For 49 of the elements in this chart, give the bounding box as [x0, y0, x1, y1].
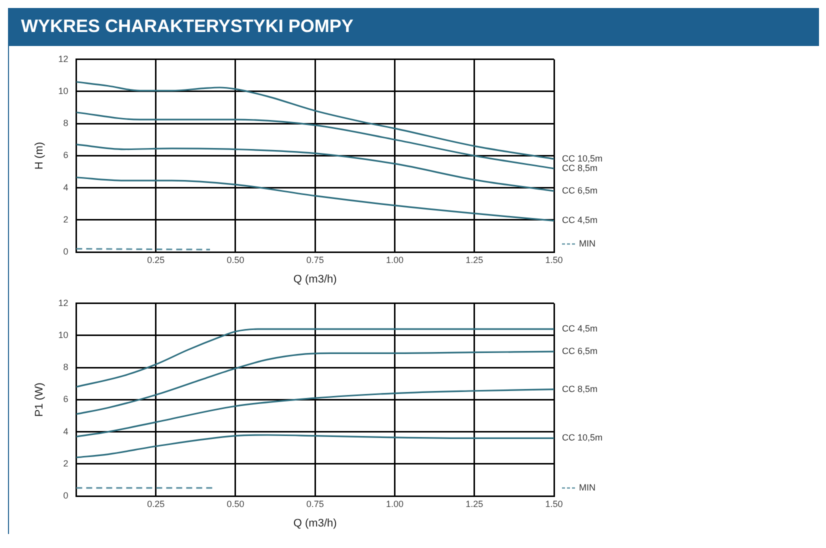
legend-label: MIN — [579, 482, 596, 492]
line-series — [76, 112, 554, 170]
y-tick-label: 0 — [63, 490, 68, 500]
y-tick-label: 6 — [63, 150, 68, 160]
x-tick-label: 1.00 — [386, 498, 404, 509]
x-tick-label: 1.50 — [545, 254, 563, 265]
y-tick-label: 4 — [63, 182, 68, 192]
y-tick-label: 8 — [63, 118, 68, 128]
series-label: CC 6,5m — [562, 346, 598, 356]
x-tick-label: 0.75 — [306, 254, 324, 265]
x-tick-label: 0.50 — [226, 254, 244, 265]
y-tick-label: 6 — [63, 394, 68, 404]
x-tick-label: 1.00 — [386, 254, 404, 265]
y-tick-label: 2 — [63, 458, 68, 468]
series-label: CC 8,5m — [562, 384, 598, 394]
line-series — [76, 434, 554, 458]
y-axis-title: P1 (W) — [34, 382, 46, 417]
x-tick-label: 1.50 — [545, 498, 563, 509]
x-axis-title: Q (m3/h) — [293, 517, 337, 530]
x-tick-label: 0.50 — [226, 498, 244, 509]
series-label: CC 6,5m — [562, 185, 598, 196]
y-tick-label: 2 — [63, 214, 68, 224]
x-tick-label: 1.25 — [466, 254, 484, 265]
line-series — [76, 350, 554, 415]
x-tick-label: 0.25 — [147, 254, 165, 265]
y-tick-label: 10 — [58, 86, 68, 96]
series-label: CC 4,5m — [562, 215, 598, 226]
line-series — [76, 328, 554, 388]
line-series — [76, 388, 554, 438]
series-label: CC 8,5m — [562, 163, 598, 174]
x-tick-label: 0.75 — [306, 498, 324, 509]
series-label: CC 10,5m — [562, 432, 603, 443]
y-tick-label: 8 — [63, 362, 68, 372]
y-tick-label: 0 — [63, 246, 68, 256]
x-tick-label: 1.25 — [466, 498, 484, 509]
series-label: CC 4,5m — [562, 324, 598, 334]
y-tick-label: 4 — [63, 426, 68, 436]
y-axis-title: H (m) — [34, 142, 46, 170]
line-series — [76, 81, 554, 160]
y-tick-label: 12 — [58, 54, 68, 64]
line-series — [76, 176, 554, 222]
series-label: CC 10,5m — [562, 153, 603, 164]
x-axis-title: Q (m3/h) — [293, 273, 337, 286]
legend-label: MIN — [579, 238, 596, 248]
y-tick-label: 12 — [58, 298, 68, 308]
line-series — [76, 144, 554, 192]
chart-title: WYKRES CHARAKTERYSTYKI POMPY — [9, 8, 819, 46]
x-tick-label: 0.25 — [147, 498, 165, 509]
y-tick-label: 10 — [58, 330, 68, 340]
